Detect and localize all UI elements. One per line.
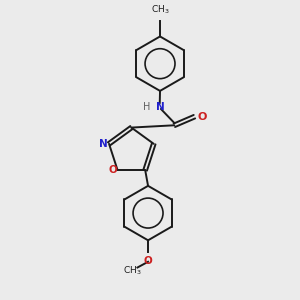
Text: N: N <box>100 139 108 149</box>
Text: O: O <box>198 112 207 122</box>
Text: N: N <box>156 102 164 112</box>
Text: H: H <box>143 102 151 112</box>
Text: O: O <box>109 165 118 175</box>
Text: CH$_3$: CH$_3$ <box>151 4 169 16</box>
Text: O: O <box>144 256 152 266</box>
Text: CH$_3$: CH$_3$ <box>123 264 142 277</box>
